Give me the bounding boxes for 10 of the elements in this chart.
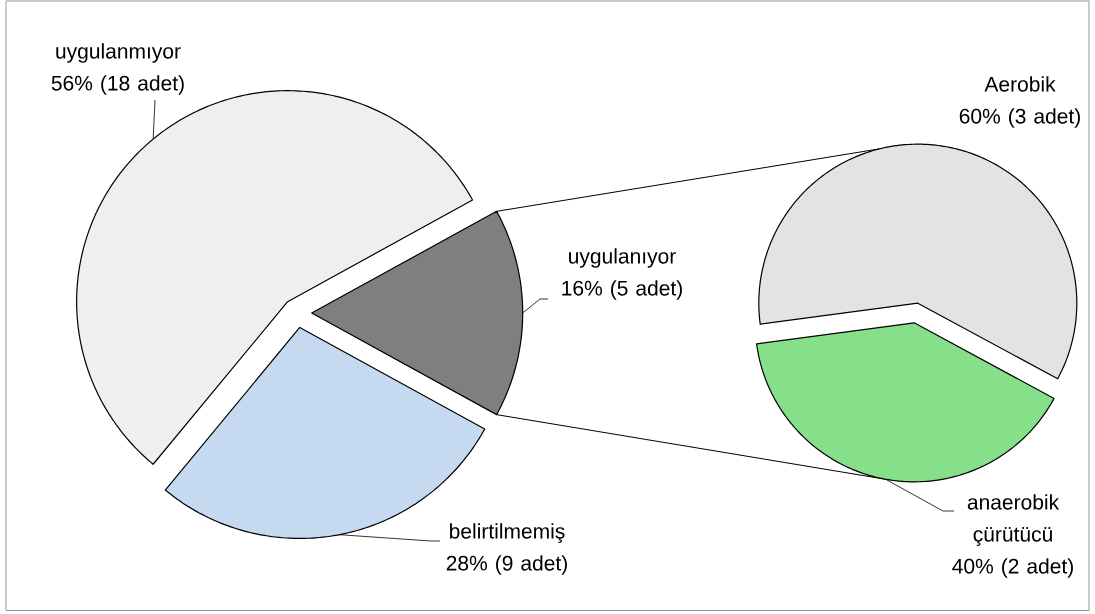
data-label: 60% (3 adet) <box>959 108 1080 128</box>
data-label: 28% (9 adet) <box>446 555 567 575</box>
slice-label: belirtilmemiş <box>450 523 565 543</box>
data-label: 16% (5 adet) <box>562 280 682 300</box>
data-label: 56% (18 adet) <box>51 75 184 95</box>
data-label: 40% (2 adet) <box>952 558 1073 578</box>
slice-label: Aerobik <box>984 76 1056 92</box>
slice-label: uygulanmıyor <box>56 43 181 63</box>
slice-label: anaerobik çürütücü <box>967 494 1060 546</box>
slice-label: uygulanıyor <box>569 248 676 268</box>
